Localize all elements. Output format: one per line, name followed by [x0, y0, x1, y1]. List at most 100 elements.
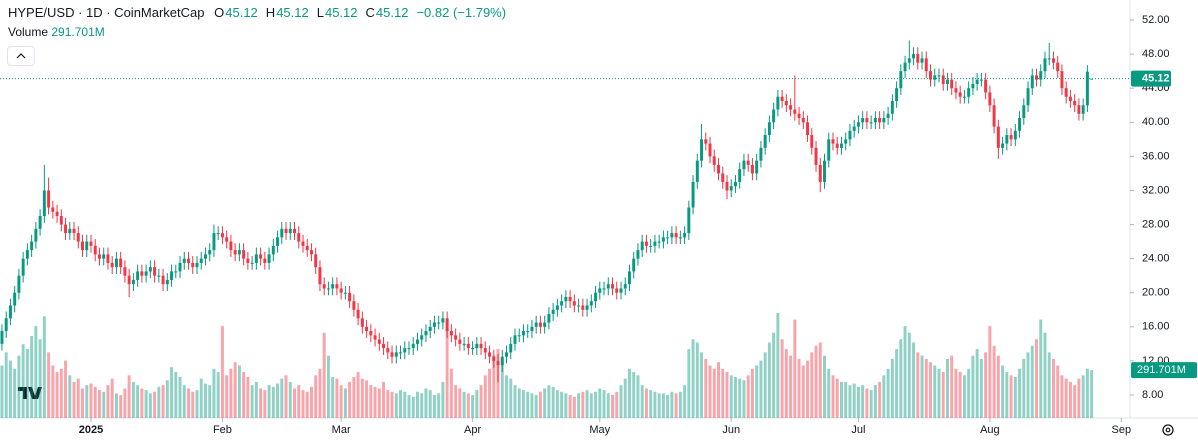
- volume-bar: [76, 378, 80, 418]
- candle-body: [823, 160, 826, 182]
- candle-body: [356, 309, 360, 319]
- candle-body: [882, 118, 886, 123]
- change-value: −0.82 (−1.79%): [416, 5, 507, 20]
- volume-bar: [806, 360, 810, 418]
- candle-body: [492, 356, 496, 361]
- volume-bar: [839, 381, 843, 418]
- volume-bar: [458, 388, 462, 418]
- candle-body: [454, 335, 458, 340]
- volume-bar: [623, 378, 627, 418]
- ohlc-letter: L: [316, 5, 324, 20]
- candle-body: [1039, 71, 1043, 80]
- volume-bar: [254, 381, 258, 418]
- volume-bar: [420, 393, 424, 418]
- volume-header: Volume 291.701M: [8, 25, 105, 39]
- volume-bar: [958, 372, 962, 418]
- candle-body: [606, 284, 610, 289]
- candle-body: [577, 305, 581, 307]
- volume-bar: [127, 375, 131, 418]
- volume-value: 291.701M: [51, 25, 105, 39]
- volume-bar: [280, 378, 284, 418]
- volume-bar: [551, 386, 555, 418]
- volume-bar: [237, 365, 241, 418]
- volume-bar: [309, 386, 313, 418]
- volume-bar: [916, 352, 920, 418]
- volume-bar: [555, 390, 559, 418]
- volume-bar: [568, 395, 572, 418]
- candle-body: [1009, 135, 1013, 140]
- volume-bar: [314, 375, 318, 418]
- y-tick-label: 28.00: [1142, 218, 1170, 230]
- candle-body: [657, 241, 661, 243]
- settings-icon[interactable]: [1162, 424, 1174, 436]
- x-tick-label: Aug: [980, 424, 1000, 436]
- candle-body: [216, 233, 220, 235]
- volume-bar: [1009, 375, 1013, 418]
- volume-bar: [42, 316, 46, 418]
- volume-bar: [136, 385, 140, 418]
- volume-bar: [831, 375, 835, 418]
- candle-body: [373, 335, 377, 340]
- candle-body: [975, 79, 979, 84]
- candle-body: [1081, 105, 1085, 114]
- volume-bar: [627, 368, 631, 418]
- volume-bar: [483, 375, 487, 418]
- candle-body: [738, 169, 742, 182]
- volume-bar: [886, 368, 890, 418]
- candle-body: [17, 275, 21, 293]
- volume-bar: [729, 375, 733, 418]
- candle-body: [526, 331, 530, 333]
- candle-body: [772, 109, 776, 123]
- volume-bar: [157, 386, 161, 418]
- candle-body: [271, 245, 275, 255]
- volume-bar: [356, 372, 360, 418]
- volume-bar: [984, 352, 988, 418]
- candle-body: [509, 343, 513, 353]
- volume-bar: [390, 391, 394, 418]
- candle-body: [64, 224, 68, 234]
- candle-body: [598, 288, 602, 293]
- candle-body: [585, 305, 589, 310]
- candle-body: [678, 237, 682, 239]
- candle-body: [886, 113, 890, 119]
- candle-body: [496, 360, 500, 366]
- volume-bar: [581, 391, 585, 418]
- candle-body: [513, 335, 517, 344]
- candle-body: [1090, 78, 1094, 80]
- candle-body: [581, 305, 585, 310]
- volume-bar: [267, 385, 271, 418]
- volume-bar: [717, 362, 720, 418]
- y-tick-label: 20.00: [1142, 287, 1170, 299]
- volume-bar: [971, 355, 975, 418]
- candle-body: [865, 118, 869, 123]
- volume-bar: [25, 349, 29, 418]
- candle-body: [661, 237, 665, 242]
- y-tick-label: 8.00: [1142, 389, 1163, 401]
- volume-bar: [352, 376, 356, 418]
- candle-body: [174, 271, 178, 273]
- candle-body: [318, 267, 322, 285]
- candle-body: [335, 284, 339, 289]
- candle-body: [801, 118, 805, 123]
- volume-bar: [1005, 372, 1009, 418]
- candle-body: [424, 331, 428, 336]
- volume-bar: [615, 391, 619, 418]
- candle-body: [233, 250, 237, 255]
- volume-bar: [861, 385, 865, 418]
- volume-bar: [428, 390, 432, 418]
- candle-body: [687, 207, 691, 234]
- candle-body: [326, 288, 330, 290]
- volume-bar: [348, 381, 352, 418]
- volume-bar: [326, 355, 330, 418]
- volume-bar: [102, 391, 106, 418]
- volume-bar: [661, 393, 665, 418]
- volume-bar: [335, 378, 339, 418]
- volume-bar: [161, 385, 165, 418]
- collapse-button[interactable]: [7, 46, 35, 66]
- volume-bar: [941, 372, 945, 418]
- candle-body: [700, 139, 704, 161]
- candle-body: [1030, 75, 1034, 89]
- volume-bar: [500, 362, 504, 418]
- candle-body: [1073, 100, 1077, 106]
